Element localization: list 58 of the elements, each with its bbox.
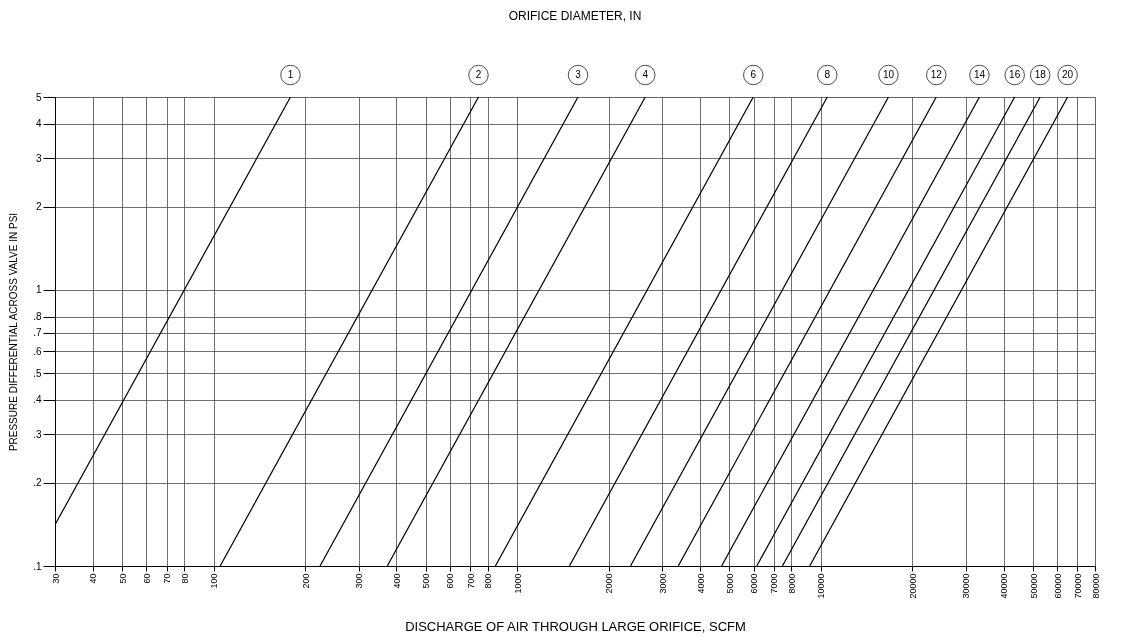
x-tick-label: 200 bbox=[300, 573, 311, 589]
x-tick-label: 800 bbox=[483, 573, 494, 589]
x-tick-label: 40000 bbox=[999, 573, 1010, 599]
x-tick-label: 20000 bbox=[907, 573, 918, 599]
series-label: 14 bbox=[973, 69, 986, 80]
y-tick-label: .7 bbox=[33, 327, 42, 339]
y-axis-title: PRESSURE DIFFERENTIAL ACROSS VALVE IN PSI bbox=[8, 212, 20, 452]
x-tick-label: 5000 bbox=[724, 573, 735, 594]
legend-label: 18 bbox=[1034, 69, 1047, 80]
y-tick-label: 5 bbox=[35, 91, 42, 103]
x-tick-label: 50000 bbox=[1028, 573, 1039, 599]
chart-title: ORIFICE DIAMETER, IN bbox=[508, 9, 642, 24]
y-tick-label: 2 bbox=[35, 201, 42, 213]
y-tick-label: .3 bbox=[33, 428, 42, 440]
x-tick-label: 80000 bbox=[1090, 573, 1101, 599]
series-label: 12 bbox=[930, 69, 943, 80]
legend-label: 16 bbox=[1009, 69, 1021, 80]
y-tick-label: .1 bbox=[33, 560, 42, 572]
series-label: 10 bbox=[882, 69, 895, 80]
y-tick-label: .5 bbox=[33, 367, 42, 379]
x-tick-label: 600 bbox=[445, 573, 456, 589]
series-label: 4 bbox=[642, 69, 649, 80]
y-tick-label: .8 bbox=[33, 311, 42, 323]
y-tick-label: 3 bbox=[35, 152, 42, 164]
y-tick-label: .4 bbox=[33, 394, 42, 406]
x-tick-label: 6000 bbox=[749, 573, 760, 594]
x-tick-label: 400 bbox=[391, 573, 402, 589]
x-tick-label: 30000 bbox=[961, 573, 972, 599]
x-tick-label: 40 bbox=[88, 573, 99, 584]
series-label: 8 bbox=[824, 69, 831, 80]
x-axis-title: DISCHARGE OF AIR THROUGH LARGE ORIFICE, SCFM bbox=[405, 618, 746, 634]
series-label: 6 bbox=[750, 69, 757, 80]
y-tick-label: 1 bbox=[35, 284, 42, 296]
x-tick-label: 70 bbox=[162, 573, 173, 584]
x-tick-label: 60000 bbox=[1052, 573, 1063, 599]
x-tick-label: 50 bbox=[117, 573, 128, 584]
series-label: 2 bbox=[475, 69, 482, 80]
x-tick-label: 60 bbox=[141, 573, 152, 584]
x-tick-label: 4000 bbox=[695, 573, 706, 594]
x-tick-label: 70000 bbox=[1072, 573, 1083, 599]
x-tick-label: 80 bbox=[179, 573, 190, 584]
y-tick-label: .2 bbox=[33, 477, 42, 489]
x-tick-label: 8000 bbox=[786, 573, 797, 594]
legend-label: 20 bbox=[1062, 69, 1074, 80]
series-label: 3 bbox=[575, 69, 582, 80]
x-tick-label: 2000 bbox=[604, 573, 615, 594]
x-tick-label: 10000 bbox=[816, 573, 827, 599]
x-tick-label: 100 bbox=[209, 573, 220, 589]
series-label: 1 bbox=[287, 69, 294, 80]
x-tick-label: 7000 bbox=[769, 573, 780, 594]
y-tick-label: 4 bbox=[35, 118, 42, 130]
x-tick-label: 1000 bbox=[512, 573, 523, 594]
x-tick-label: 300 bbox=[354, 573, 365, 589]
x-tick-label: 500 bbox=[421, 573, 432, 589]
x-tick-label: 700 bbox=[465, 573, 476, 589]
x-tick-label: 30 bbox=[50, 573, 61, 584]
x-tick-label: 3000 bbox=[657, 573, 668, 594]
y-tick-label: .6 bbox=[33, 345, 42, 357]
